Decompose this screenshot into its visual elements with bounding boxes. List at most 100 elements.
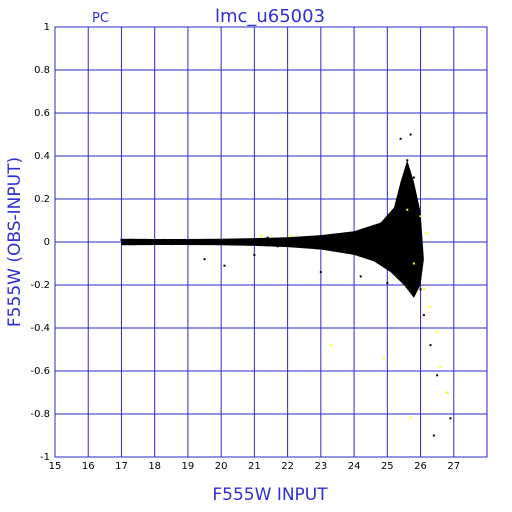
y-tick-label: 1 (44, 22, 50, 33)
black-data-point (449, 417, 452, 420)
black-data-point (366, 230, 369, 233)
black-data-point (376, 253, 379, 256)
black-data-point (326, 236, 329, 239)
chart-title: lmc_u65003 (215, 6, 325, 27)
black-data-point (346, 232, 349, 235)
yellow-data-point (406, 208, 409, 211)
yellow-data-point (422, 288, 425, 291)
black-data-point (123, 243, 126, 246)
black-data-point (436, 374, 439, 377)
black-data-point (382, 223, 385, 226)
black-data-point (396, 210, 399, 213)
yellow-data-point (289, 234, 292, 237)
black-data-point (319, 271, 322, 274)
y-tick-label: -0.2 (30, 280, 50, 291)
x-tick-label: 19 (182, 461, 195, 472)
y-tick-label: -0.6 (30, 366, 50, 377)
black-data-point (429, 344, 432, 347)
yellow-data-point (409, 417, 412, 420)
black-data-point (253, 253, 256, 256)
black-data-point (276, 245, 279, 248)
black-data-point (386, 281, 389, 284)
black-data-point (306, 236, 309, 239)
y-tick-label: 0.2 (34, 194, 50, 205)
black-data-point (190, 243, 193, 246)
black-data-point (183, 238, 186, 241)
yellow-data-point (412, 262, 415, 265)
black-data-point (399, 137, 402, 140)
black-data-point (409, 133, 412, 136)
x-tick-label: 17 (115, 461, 128, 472)
x-tick-label: 20 (215, 461, 228, 472)
black-data-point (203, 258, 206, 261)
black-data-point (419, 288, 422, 291)
black-data-point (256, 241, 259, 243)
yellow-data-point (382, 357, 385, 360)
black-data-point (389, 258, 392, 261)
black-data-point (296, 243, 299, 246)
black-data-point (133, 243, 136, 246)
x-tick-label: 18 (148, 461, 161, 472)
x-tick-label: 16 (82, 461, 95, 472)
black-data-point (236, 238, 239, 241)
y-tick-label: -1 (40, 452, 50, 463)
black-data-point (356, 249, 359, 252)
yellow-data-point (446, 391, 449, 394)
yellow-data-point (260, 234, 263, 237)
y-axis-title: F555W (OBS-INPUT) (5, 157, 25, 327)
x-axis-title: F555W INPUT (212, 485, 328, 505)
x-tick-label: 21 (248, 461, 261, 472)
x-tick-label: 25 (381, 461, 394, 472)
black-data-point (206, 238, 209, 241)
black-data-point (416, 266, 419, 269)
yellow-data-point (329, 344, 332, 347)
black-data-point (226, 241, 229, 243)
black-data-point (130, 238, 133, 241)
y-tick-label: -0.4 (30, 323, 50, 334)
black-data-point (286, 238, 289, 241)
x-tick-labels: 15 16 17 18 19 20 21 22 23 24 25 26 27 (49, 461, 461, 472)
yellow-data-point (439, 365, 442, 368)
black-data-point (127, 241, 130, 243)
black-data-point (163, 238, 166, 241)
y-tick-label: 0.4 (34, 151, 50, 162)
chart-subtitle: PC (92, 11, 109, 26)
black-data-point (150, 243, 153, 246)
dense-black-point-cloud (121, 160, 424, 298)
yellow-data-point (426, 232, 429, 235)
y-tick-label: 0.6 (34, 108, 50, 119)
black-data-point (216, 243, 219, 246)
y-tick-labels: 1 0.8 0.6 0.4 0.2 0 -0.2 -0.4 -0.6 -0.8 -1 (30, 22, 50, 463)
y-tick-label: 0 (44, 237, 50, 248)
black-data-point (336, 247, 339, 250)
x-tick-label: 23 (314, 461, 327, 472)
black-data-point (196, 241, 199, 243)
x-tick-label: 22 (281, 461, 294, 472)
x-tick-label: 15 (49, 461, 62, 472)
black-data-point (402, 193, 405, 196)
black-data-point (157, 241, 160, 243)
black-data-point (246, 243, 249, 246)
black-data-point (432, 434, 435, 437)
black-data-point (223, 264, 226, 267)
y-tick-label: 0.8 (34, 65, 50, 76)
yellow-data-point (429, 305, 432, 308)
yellow-data-point (419, 215, 422, 218)
black-data-point (412, 176, 415, 179)
density-band (121, 160, 424, 298)
black-data-point (266, 236, 269, 239)
x-tick-label: 26 (414, 461, 427, 472)
x-tick-label: 27 (447, 461, 460, 472)
yellow-data-point (436, 331, 439, 334)
black-data-point (176, 241, 179, 243)
black-data-point (143, 238, 146, 241)
black-data-point (422, 314, 425, 317)
black-data-point (170, 243, 173, 246)
x-tick-label: 24 (348, 461, 361, 472)
black-data-point (406, 159, 409, 162)
black-data-point (359, 275, 362, 278)
points-layer (120, 133, 452, 437)
black-data-point (137, 241, 140, 243)
